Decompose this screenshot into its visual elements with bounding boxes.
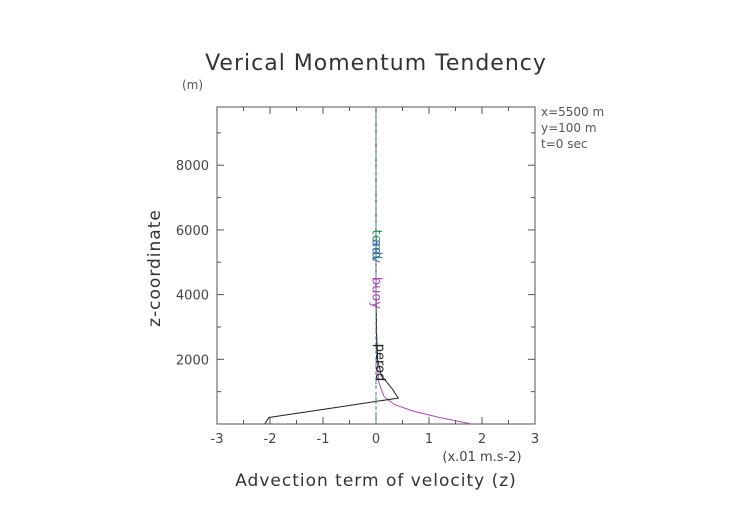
- x-axis-ticks: -3 -2 -1 0 1 2 3: [211, 107, 539, 447]
- y-axis-ticks: 2000 4000 6000 8000: [176, 132, 535, 393]
- x-tick-label: 1: [425, 432, 433, 447]
- y-unit-label: (m): [182, 78, 203, 92]
- x-tick-label: 2: [478, 432, 486, 447]
- y-tick-label: 6000: [176, 224, 209, 239]
- series-label-adv: adv: [369, 239, 384, 263]
- x-tick-label: 0: [372, 432, 380, 447]
- y-tick-label: 4000: [176, 289, 209, 304]
- info-y: y=100 m: [541, 121, 597, 135]
- series-label-buoy: buoy: [369, 277, 384, 309]
- series-label-perod: perod: [372, 344, 387, 382]
- series-line-buoy: [375, 107, 472, 425]
- x-tick-label: -3: [211, 432, 224, 447]
- info-box: x=5500 m y=100 m t=0 sec: [541, 105, 604, 151]
- series-layer: [264, 107, 472, 425]
- y-tick-label: 2000: [176, 353, 209, 368]
- series-label-tend: tend: [369, 230, 384, 260]
- info-x: x=5500 m: [541, 105, 604, 119]
- x-tick-label: -1: [317, 432, 330, 447]
- chart-title: Verical Momentum Tendency: [205, 51, 547, 76]
- info-t: t=0 sec: [541, 137, 587, 151]
- y-tick-label: 8000: [176, 159, 209, 174]
- x-scale-note: (x.01 m.s-2): [442, 450, 521, 465]
- x-axis-label: Advection term of velocity (z): [235, 471, 517, 491]
- x-tick-label: -2: [264, 432, 277, 447]
- x-tick-label: 3: [531, 432, 539, 447]
- y-axis-label: z-coordinate: [145, 209, 165, 327]
